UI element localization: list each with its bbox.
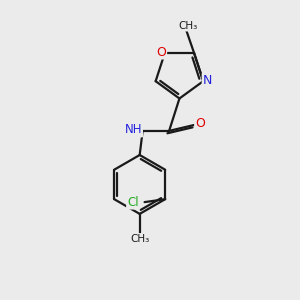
Text: O: O [195, 117, 205, 130]
Text: CH₃: CH₃ [130, 234, 149, 244]
Text: O: O [156, 46, 166, 59]
Text: Cl: Cl [127, 196, 139, 208]
Text: N: N [203, 74, 212, 86]
Text: NH: NH [124, 124, 142, 136]
Text: CH₃: CH₃ [178, 21, 198, 31]
